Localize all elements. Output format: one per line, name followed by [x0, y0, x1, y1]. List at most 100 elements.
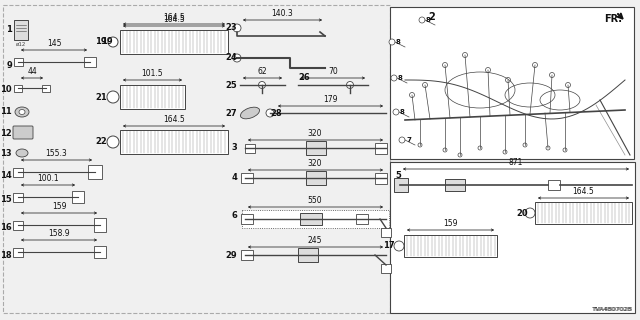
Bar [13, 220, 23, 229]
Text: ø12: ø12 [16, 42, 26, 47]
Text: 164.5: 164.5 [163, 13, 185, 22]
Text: 320: 320 [308, 159, 323, 168]
Circle shape [503, 150, 507, 154]
Circle shape [463, 52, 467, 58]
Text: 2: 2 [429, 12, 435, 22]
Bar [72, 191, 84, 203]
Text: 158.9: 158.9 [48, 229, 70, 238]
Text: TVA4B0702B: TVA4B0702B [592, 307, 632, 312]
Circle shape [422, 83, 428, 87]
Circle shape [566, 83, 570, 87]
Bar [120, 30, 228, 54]
Circle shape [108, 37, 118, 47]
Circle shape [394, 241, 404, 251]
Circle shape [506, 77, 511, 83]
Circle shape [563, 148, 567, 152]
Text: 155.3: 155.3 [45, 149, 67, 158]
Text: 10: 10 [1, 85, 12, 94]
Text: 14: 14 [0, 171, 12, 180]
Bar [445, 179, 465, 191]
Circle shape [458, 153, 462, 157]
Text: 179: 179 [323, 95, 337, 104]
Text: 17: 17 [383, 242, 395, 251]
Bar [94, 246, 106, 258]
Text: 3: 3 [231, 143, 237, 153]
Bar [298, 248, 318, 262]
Text: 1: 1 [6, 26, 12, 35]
Text: 8: 8 [398, 75, 403, 81]
Text: 145: 145 [47, 39, 61, 48]
Bar [241, 250, 253, 260]
Circle shape [525, 208, 535, 218]
Text: 4: 4 [231, 173, 237, 182]
Bar [548, 180, 560, 190]
Text: 245: 245 [308, 236, 323, 245]
Text: 18: 18 [1, 251, 12, 260]
Text: 6: 6 [231, 211, 237, 220]
Text: 44: 44 [27, 67, 37, 76]
Text: 62: 62 [257, 67, 267, 76]
Bar [390, 162, 635, 313]
Bar [356, 214, 368, 224]
Circle shape [259, 82, 266, 89]
Bar [375, 142, 387, 154]
Text: 70: 70 [328, 67, 338, 76]
Text: 7: 7 [406, 137, 411, 143]
Text: 8: 8 [426, 17, 431, 23]
Circle shape [391, 75, 397, 81]
Circle shape [550, 73, 554, 77]
Text: 19: 19 [101, 37, 113, 46]
Circle shape [107, 136, 119, 148]
Circle shape [442, 62, 447, 68]
Bar [381, 263, 391, 273]
Text: 26: 26 [298, 74, 310, 83]
Circle shape [418, 143, 422, 147]
Bar [241, 214, 253, 224]
Circle shape [486, 68, 490, 73]
Bar [245, 143, 255, 153]
Text: 24: 24 [225, 53, 237, 62]
Text: 159: 159 [443, 219, 457, 228]
Circle shape [419, 17, 425, 23]
Bar [120, 130, 228, 154]
Text: 11: 11 [0, 108, 12, 116]
Text: 320: 320 [308, 129, 323, 138]
Circle shape [443, 148, 447, 152]
Bar [375, 172, 387, 183]
Bar [390, 7, 634, 159]
Circle shape [546, 146, 550, 150]
Text: 871: 871 [509, 158, 523, 167]
Text: TVA4B0702B: TVA4B0702B [593, 307, 633, 312]
Text: 164.5: 164.5 [572, 187, 594, 196]
Bar [14, 84, 22, 92]
Bar [42, 84, 50, 92]
Bar [306, 141, 326, 155]
Bar [13, 193, 23, 202]
Bar [94, 218, 106, 232]
Circle shape [346, 82, 353, 89]
Text: 27: 27 [225, 108, 237, 117]
Text: 8: 8 [396, 39, 401, 45]
Text: 550: 550 [308, 196, 323, 205]
Circle shape [410, 92, 415, 98]
Bar [242, 210, 389, 228]
Bar [13, 167, 23, 177]
Circle shape [532, 62, 538, 68]
Circle shape [266, 109, 274, 117]
Text: 29: 29 [225, 251, 237, 260]
Text: 13: 13 [1, 148, 12, 157]
Bar [306, 171, 326, 185]
Text: FR.: FR. [604, 14, 622, 24]
Text: 159: 159 [52, 202, 67, 211]
Text: 101.5: 101.5 [141, 69, 163, 78]
Bar [13, 58, 22, 66]
Circle shape [478, 146, 482, 150]
Text: 20: 20 [516, 209, 528, 218]
Text: 15: 15 [0, 196, 12, 204]
Bar [300, 213, 322, 225]
Circle shape [393, 109, 399, 115]
Text: 164.5: 164.5 [163, 15, 185, 24]
FancyBboxPatch shape [13, 126, 33, 139]
Text: 23: 23 [225, 23, 237, 33]
Text: 16: 16 [0, 223, 12, 233]
